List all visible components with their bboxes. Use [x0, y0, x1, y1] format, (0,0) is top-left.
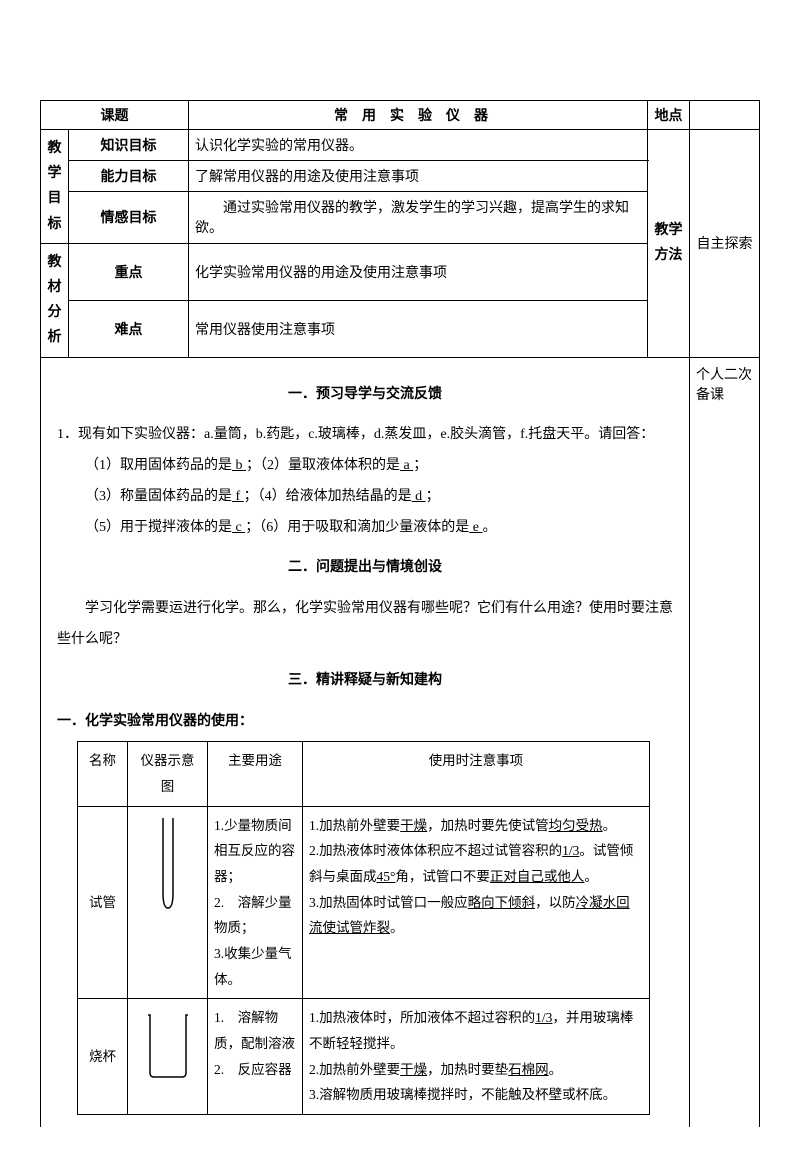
q1a: （1）取用固体药品的是 — [85, 458, 232, 473]
goal-row-1: 教学目标 知识目标 认识化学实验的常用仪器。 教学方法 自主探索 — [41, 130, 760, 161]
col-diagram: 仪器示意图 — [128, 742, 208, 806]
goal-ability-text: 了解常用仪器的用途及使用注意事项 — [189, 160, 648, 191]
q-intro: 1．现有如下实验仪器：a.量筒，b.药匙，c.玻璃棒，d.蒸发皿，e.胶头滴管，… — [57, 420, 673, 451]
test-tube-icon — [153, 813, 183, 913]
beaker-use: 1. 溶解物质，配制溶液 2. 反应容器 — [208, 999, 303, 1115]
content-main: 一．预习导学与交流反馈 1．现有如下实验仪器：a.量筒，b.药匙，c.玻璃棒，d… — [41, 357, 690, 1127]
q-line-3: （5）用于搅拌液体的是 c ；（6）用于吸取和滴加少量液体的是 e 。 — [57, 513, 673, 544]
lesson-plan-page: 课题 常用实验仪器 地点 教学目标 知识目标 认识化学实验的常用仪器。 教学方法… — [40, 100, 760, 1127]
q3e: 。 — [482, 520, 496, 535]
tube-use: 1.少量物质间相互反应的容器； 2. 溶解少量物质； 3.收集少量气体。 — [208, 806, 303, 998]
q-line-2: （3）称量固体药品的是 f ；（4）给液体加热结晶的是 d ； — [57, 482, 673, 513]
instruments-header-row: 名称 仪器示意图 主要用途 使用时注意事项 — [78, 742, 650, 806]
place-value — [690, 101, 760, 130]
tube-name: 试管 — [78, 806, 128, 998]
tube-use-3: 3.收集少量气体。 — [214, 946, 292, 987]
material-focus-text: 化学实验常用仪器的用途及使用注意事项 — [189, 243, 648, 300]
q-line-1: （1）取用固体药品的是 b ；（2）量取液体体积的是 a ； — [57, 451, 673, 482]
material-group-label: 教材分析 — [41, 243, 69, 357]
q2b: ；（4）给液体加热结晶的是 — [244, 489, 412, 504]
goals-group-label: 教学目标 — [41, 130, 69, 244]
col-name: 名称 — [78, 742, 128, 806]
beaker-icon — [138, 1005, 198, 1085]
goal-emotion-label: 情感目标 — [69, 191, 189, 243]
table-row-beaker: 烧杯 1. 溶解物质，配制溶液 2. 反应容器 1.加热液体时，所加液体不超过容… — [78, 999, 650, 1115]
table-row-tube: 试管 1.少量物质间相互反应的容器； 2. 溶解少量物质； 3.收集少量气体。 — [78, 806, 650, 998]
section-3-title: 三．精讲释疑与新知建构 — [57, 666, 673, 697]
sidebar-notes: 个人二次备课 — [690, 357, 760, 1127]
topic-label: 课题 — [41, 101, 189, 130]
method-value: 自主探索 — [690, 130, 760, 358]
q2-ans-b: d — [412, 489, 426, 504]
section-1-title: 一．预习导学与交流反馈 — [57, 380, 673, 411]
goal-knowledge-label: 知识目标 — [69, 130, 189, 161]
method-group-label: 教学方法 — [648, 130, 690, 358]
q2a: （3）称量固体药品的是 — [85, 489, 232, 504]
main-table: 课题 常用实验仪器 地点 教学目标 知识目标 认识化学实验的常用仪器。 教学方法… — [40, 100, 760, 1127]
place-label: 地点 — [648, 101, 690, 130]
tube-note: 1.加热前外壁要干燥，加热时要先使试管均匀受热。 2.加热液体时液体体积应不超过… — [303, 806, 650, 998]
q2-ans-a: f — [232, 489, 244, 504]
section-1: 一．预习导学与交流反馈 1．现有如下实验仪器：a.量筒，b.药匙，c.玻璃棒，d… — [47, 362, 683, 1123]
topic-value: 常用实验仪器 — [189, 101, 648, 130]
beaker-use-1: 1. 溶解物质，配制溶液 — [214, 1010, 295, 1051]
q3b: ；（6）用于吸取和滴加少量液体的是 — [245, 520, 469, 535]
section-3-subtitle: 一．化学实验常用仪器的使用： — [57, 707, 673, 738]
material-difficulty-text: 常用仪器使用注意事项 — [189, 300, 648, 357]
beaker-use-2: 2. 反应容器 — [214, 1062, 292, 1077]
col-use: 主要用途 — [208, 742, 303, 806]
beaker-name: 烧杯 — [78, 999, 128, 1115]
beaker-note: 1.加热液体时，所加液体不超过容积的1/3，并用玻璃棒不断轻轻搅拌。 2.加热前… — [303, 999, 650, 1115]
q3a: （5）用于搅拌液体的是 — [85, 520, 232, 535]
q3-ans-b: e — [469, 520, 482, 535]
section-2-text: 学习化学需要运进行化学。那么，化学实验常用仪器有哪些呢？它们有什么用途？使用时要… — [57, 594, 673, 656]
tube-use-2: 2. 溶解少量物质； — [214, 895, 292, 936]
q1e: ； — [413, 458, 427, 473]
material-focus-label: 重点 — [69, 243, 189, 300]
tube-use-1: 1.少量物质间相互反应的容器； — [214, 818, 295, 884]
content-row: 一．预习导学与交流反馈 1．现有如下实验仪器：a.量筒，b.药匙，c.玻璃棒，d… — [41, 357, 760, 1127]
col-note: 使用时注意事项 — [303, 742, 650, 806]
goal-knowledge-text: 认识化学实验的常用仪器。 — [189, 130, 648, 161]
section-2-title: 二．问题提出与情境创设 — [57, 553, 673, 584]
instruments-table: 名称 仪器示意图 主要用途 使用时注意事项 试管 — [77, 741, 650, 1114]
tube-diagram — [128, 806, 208, 998]
beaker-diagram — [128, 999, 208, 1115]
goal-ability-label: 能力目标 — [69, 160, 189, 191]
q1-ans-a: b — [232, 458, 246, 473]
q3-ans-a: c — [232, 520, 245, 535]
material-difficulty-label: 难点 — [69, 300, 189, 357]
header-row: 课题 常用实验仪器 地点 — [41, 101, 760, 130]
goal-emotion-text: 通过实验常用仪器的教学，激发学生的学习兴趣，提高学生的求知欲。 — [189, 191, 648, 243]
q2e: ； — [426, 489, 440, 504]
q1b: ；（2）量取液体体积的是 — [246, 458, 400, 473]
q1-ans-b: a — [400, 458, 413, 473]
